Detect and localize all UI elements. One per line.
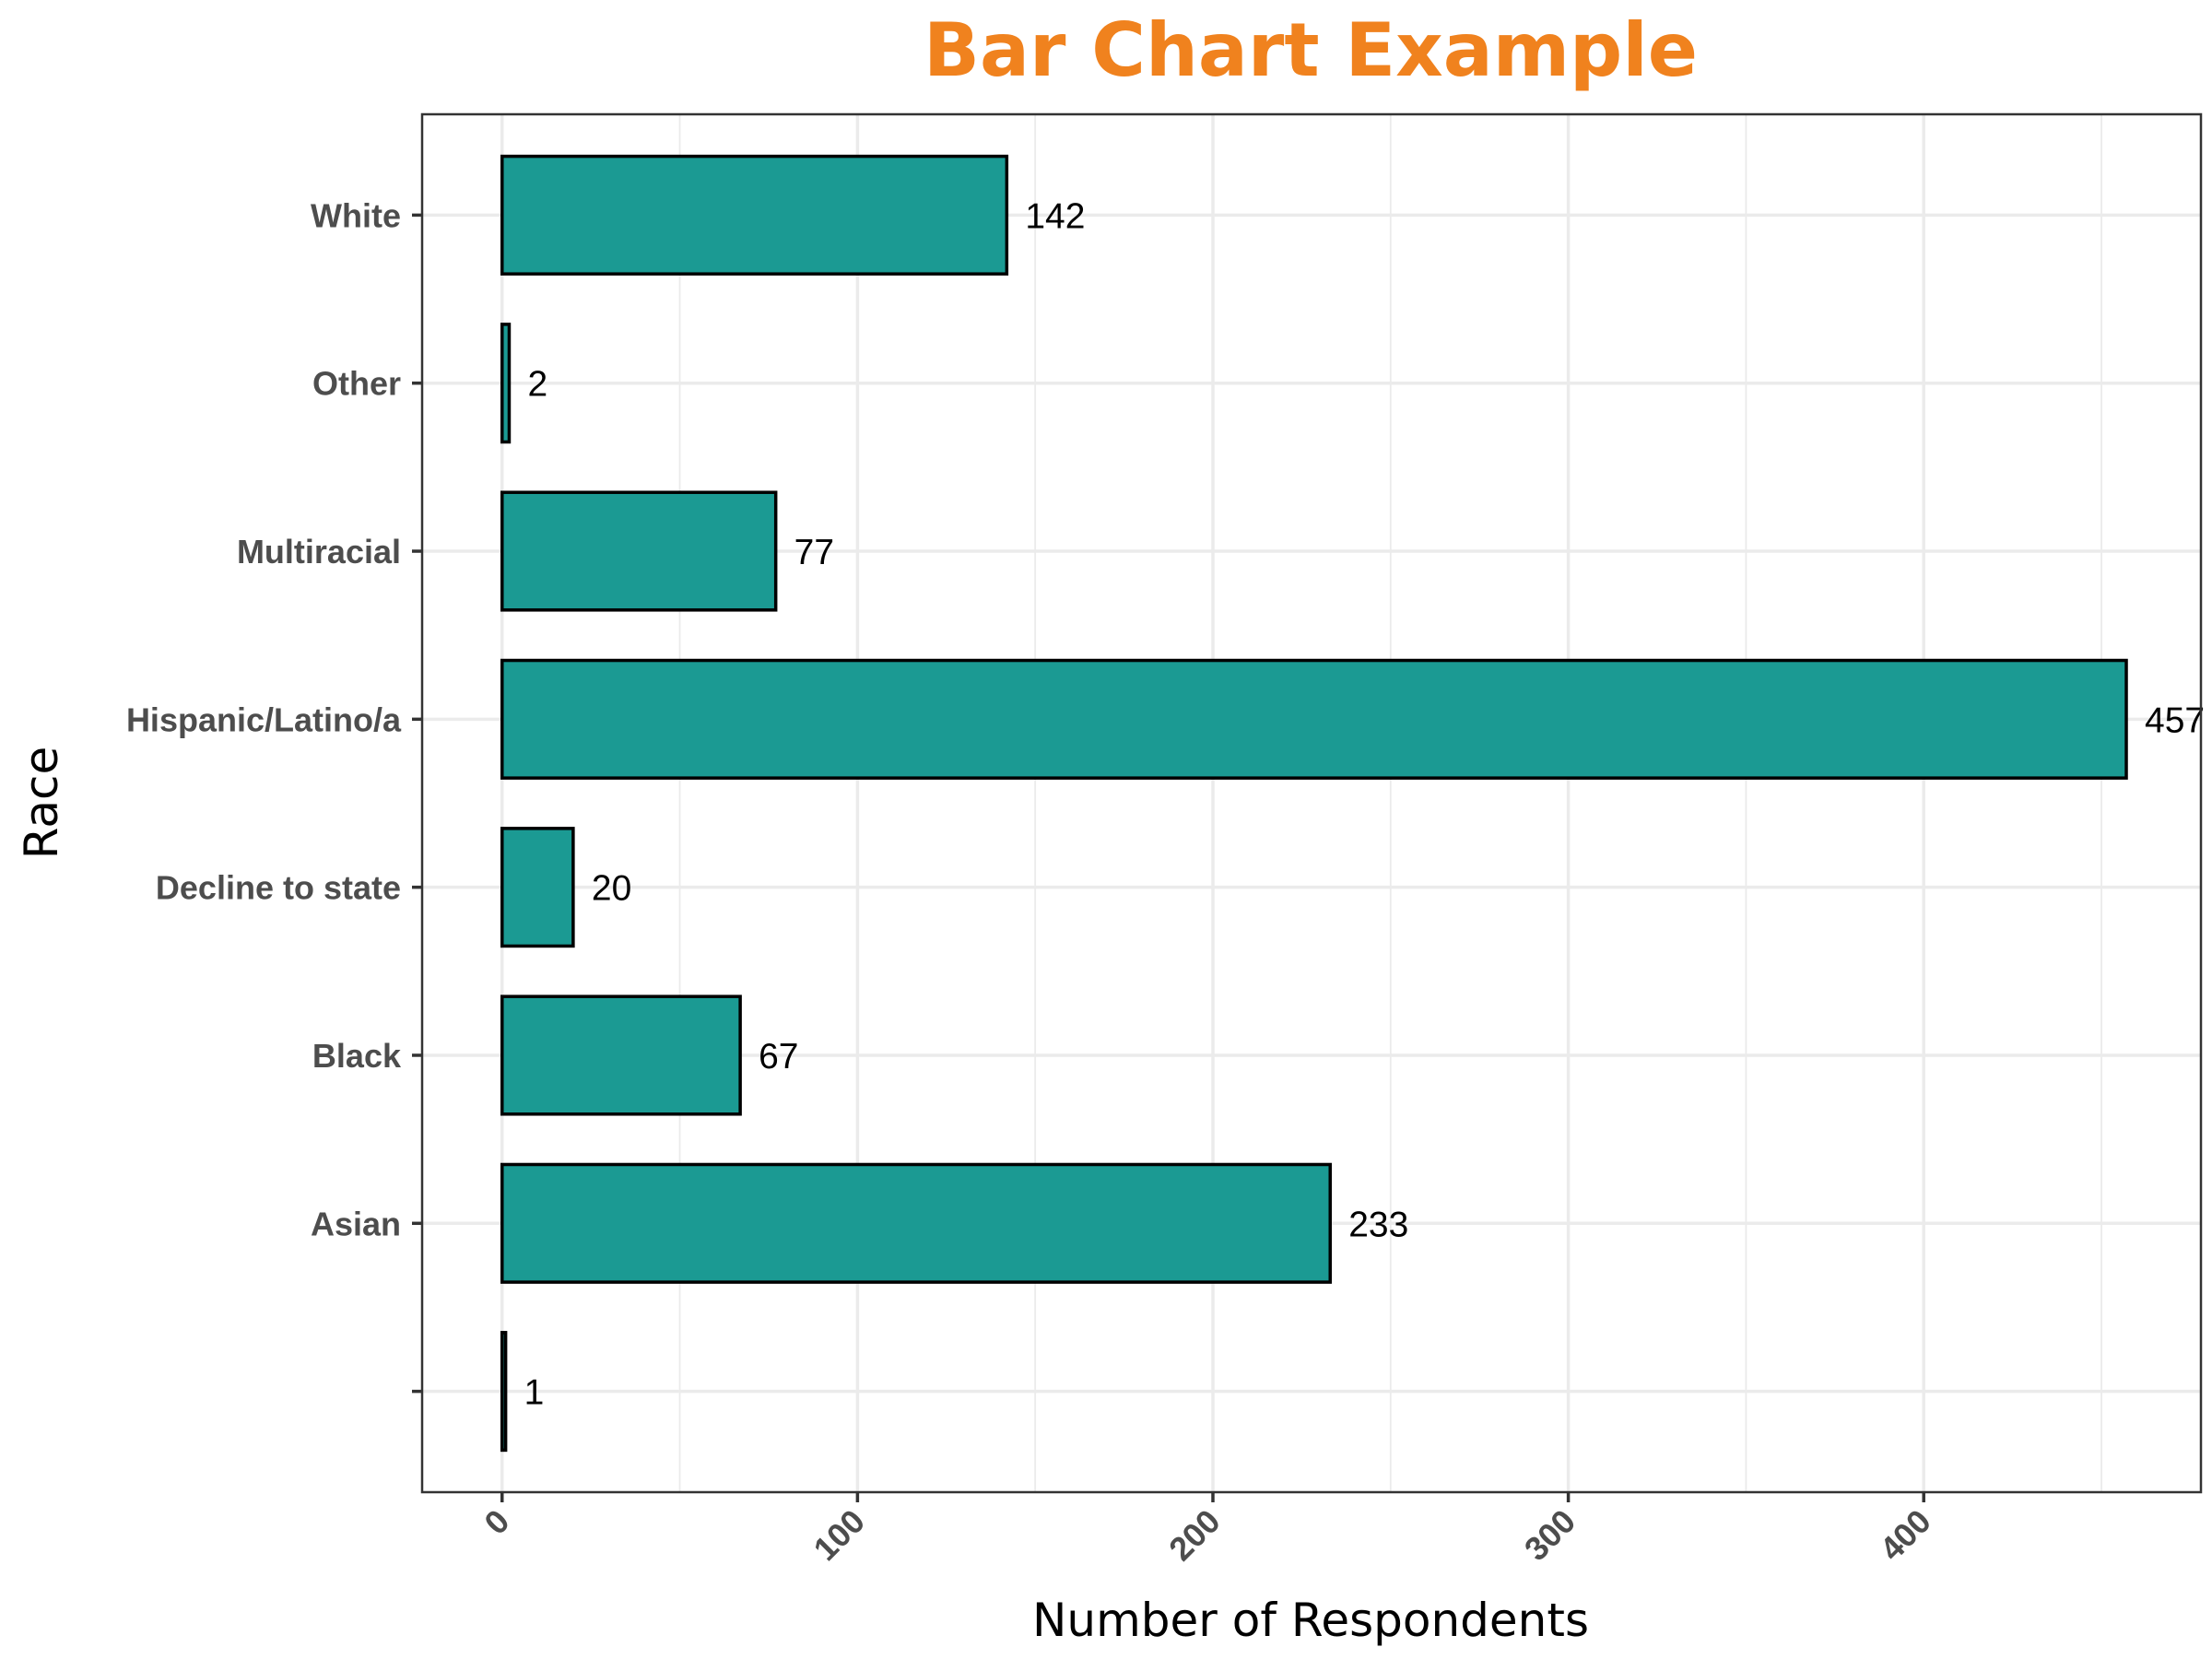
x-tick-label: 400 xyxy=(1872,1502,1937,1568)
bar-value-label: 20 xyxy=(592,869,631,909)
bar xyxy=(500,994,742,1116)
bars xyxy=(500,154,2128,1453)
x-axis: 0 100 200 300 400 xyxy=(477,1492,1938,1568)
y-tick-label: Multiracial xyxy=(237,533,401,571)
x-tick-label: 100 xyxy=(806,1502,872,1568)
bar xyxy=(500,1331,508,1453)
grid-lines xyxy=(422,114,2201,1492)
bar xyxy=(500,1162,1332,1284)
y-tick-label: Decline to state xyxy=(156,869,401,907)
bar-value-label: 1 xyxy=(524,1373,545,1413)
bar-value-label: 2 xyxy=(527,365,547,405)
y-tick-label: Black xyxy=(312,1037,402,1075)
x-axis-title: Number of Respondents xyxy=(1032,1594,1589,1647)
x-tick-label: 0 xyxy=(477,1502,516,1542)
bar xyxy=(500,490,778,612)
chart-title: Bar Chart Example xyxy=(924,7,1698,93)
bar-value-label: 457 xyxy=(2145,700,2205,740)
bar-value-label: 77 xyxy=(794,533,834,572)
y-tick-label: Hispanic/Latino/a xyxy=(126,700,402,738)
bar xyxy=(500,827,575,948)
bar xyxy=(500,658,2128,780)
bar xyxy=(500,154,1009,276)
y-tick-label: White xyxy=(311,196,401,234)
bar-value-label: 67 xyxy=(759,1037,798,1077)
y-axis-title: Race xyxy=(15,747,68,860)
y-tick-label: Asian xyxy=(311,1205,401,1242)
bar-value-label: 233 xyxy=(1348,1205,1408,1244)
y-axis: Asian Black Decline to state Hispanic/Latin… xyxy=(126,196,422,1394)
x-tick-label: 200 xyxy=(1161,1502,1227,1568)
x-tick-label: 300 xyxy=(1517,1502,1583,1568)
panel-border xyxy=(420,112,2203,1494)
bar xyxy=(500,323,512,444)
data-labels: 1 233 67 20 457 77 2 142 xyxy=(524,196,2205,1412)
y-tick-label: Other xyxy=(312,365,401,403)
bar-value-label: 142 xyxy=(1025,196,1085,236)
